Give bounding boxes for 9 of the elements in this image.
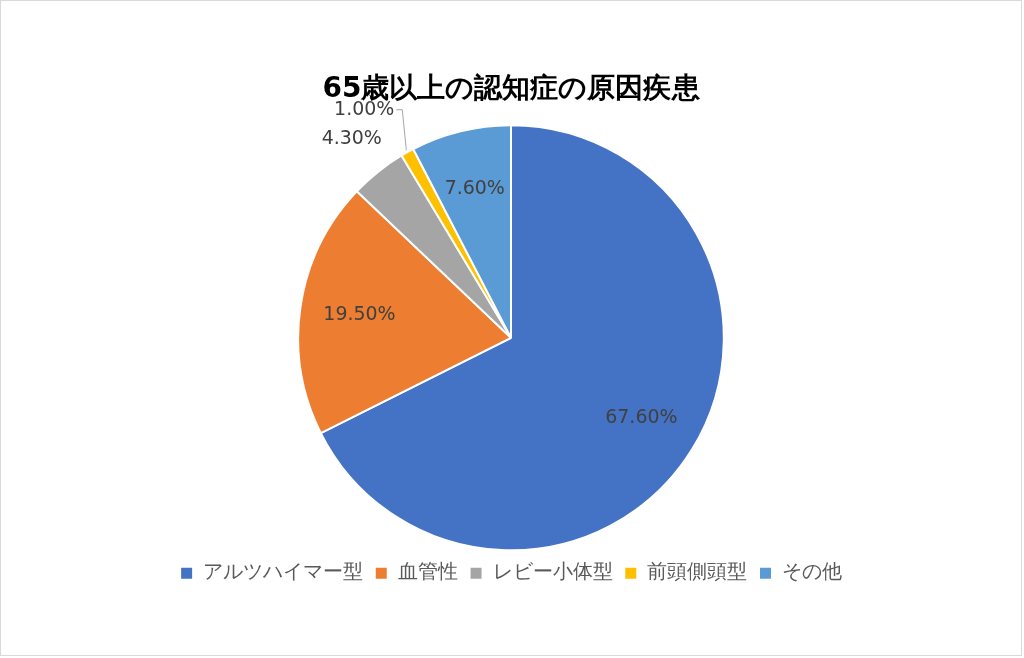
legend-label: アルツハイマー型	[203, 559, 364, 584]
legend-label: 前頭側頭型	[647, 559, 748, 584]
data-label: 4.30%	[321, 126, 382, 149]
legend-label: レビー小体型	[492, 559, 613, 584]
data-label: 7.60%	[444, 176, 505, 198]
data-label: 67.60%	[605, 405, 678, 428]
legend-label: その他	[781, 559, 842, 584]
legend-label: 血管性	[397, 559, 458, 584]
data-label: 19.50%	[323, 302, 396, 325]
